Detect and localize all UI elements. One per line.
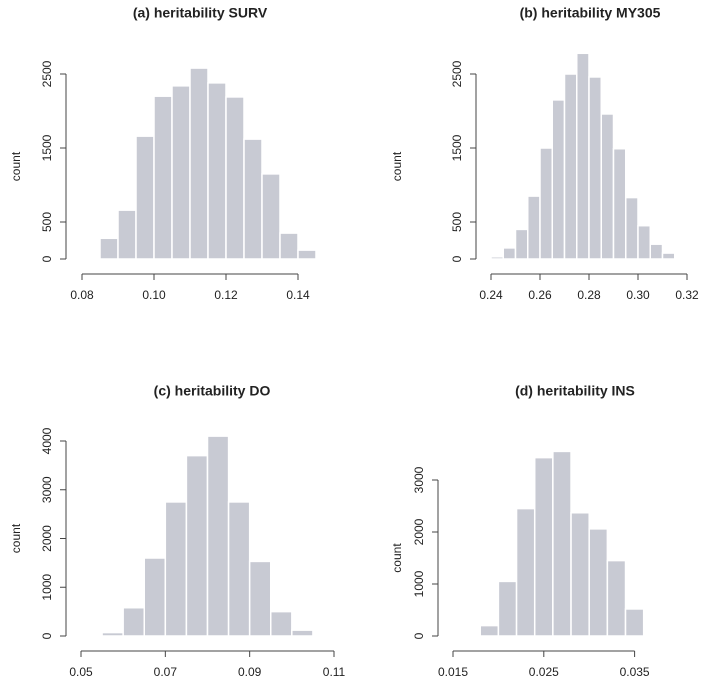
- bar: [533, 456, 554, 637]
- y-tick-label: 2000: [412, 518, 426, 545]
- bar: [479, 624, 500, 637]
- bar: [261, 173, 281, 260]
- y-axis-label: count: [390, 543, 404, 573]
- y-tick-label: 1000: [40, 574, 54, 601]
- bar: [551, 99, 566, 260]
- chart-title: (a) heritability SURV: [133, 5, 268, 21]
- bar: [297, 249, 317, 260]
- x-tick-label: 0.035: [620, 665, 650, 679]
- bar: [207, 82, 227, 260]
- x-tick-label: 0.24: [479, 288, 503, 302]
- y-axis-label: count: [9, 523, 23, 553]
- y-tick-label: 1500: [450, 134, 464, 161]
- bar: [225, 96, 245, 260]
- y-tick-label: 0: [450, 255, 464, 262]
- bar: [101, 631, 124, 637]
- bar: [515, 507, 536, 637]
- bar: [206, 435, 230, 637]
- bar: [588, 76, 602, 260]
- y-axis-label: count: [9, 151, 23, 181]
- x-tick-label: 0.08: [70, 288, 94, 302]
- bar: [588, 528, 609, 637]
- bar: [563, 73, 578, 260]
- bar: [135, 135, 155, 260]
- chart-title: (c) heritability DO: [154, 383, 271, 399]
- x-tick-label: 0.28: [577, 288, 601, 302]
- y-tick-label: 2500: [40, 60, 54, 87]
- bar: [539, 147, 553, 260]
- y-tick-label: 1000: [412, 570, 426, 597]
- bar: [122, 606, 145, 637]
- x-tick-label: 0.30: [626, 288, 650, 302]
- bar: [189, 67, 209, 260]
- x-tick-label: 0.09: [238, 665, 262, 679]
- chart-title: (d) heritability INS: [515, 383, 635, 399]
- bar: [612, 147, 627, 260]
- bar: [164, 501, 188, 637]
- x-tick-label: 0.32: [675, 288, 699, 302]
- bar: [624, 608, 645, 637]
- bar: [600, 113, 615, 260]
- bar: [527, 195, 541, 260]
- x-tick-label: 0.14: [286, 288, 310, 302]
- bar: [143, 557, 167, 637]
- bar: [552, 450, 572, 637]
- bar: [649, 243, 664, 260]
- x-tick-label: 0.015: [438, 665, 468, 679]
- y-tick-label: 4000: [40, 427, 54, 454]
- x-tick-label: 0.11: [323, 665, 346, 679]
- bar: [606, 559, 627, 637]
- x-tick-label: 0.26: [528, 288, 552, 302]
- bar: [291, 629, 314, 637]
- bar: [637, 224, 651, 260]
- bar: [570, 512, 590, 637]
- bar: [674, 256, 688, 260]
- bar: [117, 209, 137, 260]
- y-axis-label: count: [390, 151, 404, 181]
- chart-title: (b) heritability MY305: [520, 5, 661, 21]
- y-tick-label: 1500: [40, 134, 54, 161]
- y-tick-label: 2500: [450, 60, 464, 87]
- bar: [497, 580, 518, 637]
- y-tick-label: 500: [40, 212, 54, 232]
- y-tick-label: 3000: [40, 476, 54, 503]
- bar: [661, 252, 676, 260]
- bar: [153, 95, 173, 260]
- bar: [99, 237, 119, 260]
- bar: [185, 454, 209, 637]
- bar: [514, 228, 529, 260]
- bar: [625, 196, 639, 260]
- x-tick-label: 0.05: [69, 665, 93, 679]
- bar: [171, 85, 191, 260]
- y-tick-label: 0: [40, 632, 54, 639]
- bar: [502, 247, 517, 260]
- x-tick-label: 0.12: [214, 288, 238, 302]
- y-tick-label: 0: [412, 632, 426, 639]
- bar: [248, 560, 272, 637]
- y-tick-label: 2000: [40, 525, 54, 552]
- y-tick-label: 500: [450, 212, 464, 232]
- bar: [227, 501, 251, 637]
- bar: [576, 52, 590, 260]
- bar: [243, 138, 263, 260]
- y-tick-label: 0: [40, 255, 54, 262]
- y-tick-label: 3000: [412, 466, 426, 493]
- x-tick-label: 0.025: [529, 665, 559, 679]
- bar: [270, 610, 293, 637]
- bar: [279, 232, 299, 260]
- bar: [490, 256, 504, 260]
- x-tick-label: 0.07: [154, 665, 178, 679]
- x-tick-label: 0.10: [142, 288, 166, 302]
